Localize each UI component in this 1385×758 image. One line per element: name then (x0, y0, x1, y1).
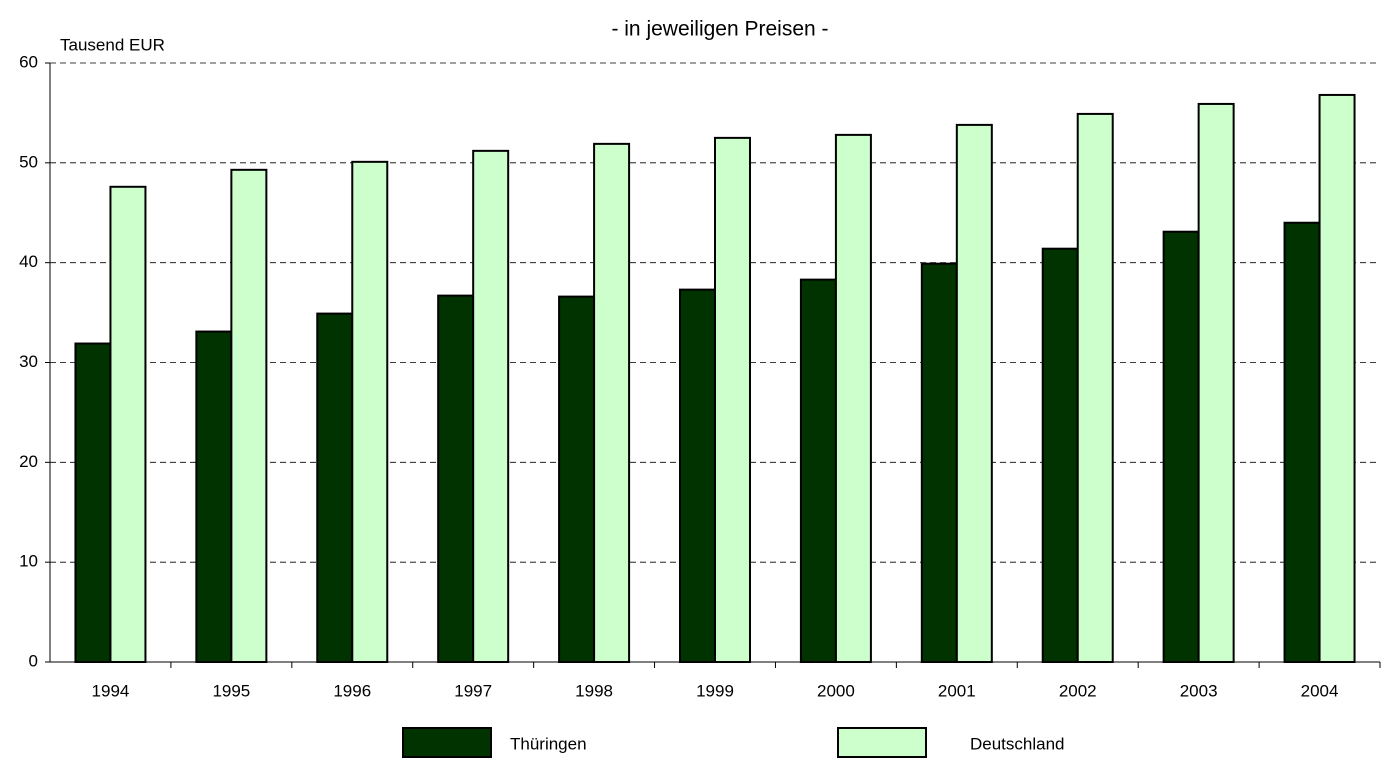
bar (1318, 93, 1356, 664)
x-tick-label: 2001 (938, 681, 976, 700)
y-axis-label: Tausend EUR (60, 35, 165, 54)
bar (109, 185, 147, 663)
bar (955, 123, 993, 663)
bar (679, 288, 716, 663)
x-tick-label: 1996 (333, 681, 371, 700)
bar (1162, 230, 1200, 664)
legend-swatch (837, 727, 927, 758)
x-tick-label: 1998 (575, 681, 613, 700)
legend-label: Deutschland (970, 734, 1065, 753)
x-tick-label: 1994 (92, 681, 130, 700)
x-tick-label: 1997 (454, 681, 492, 700)
bar (472, 149, 510, 663)
bar (351, 160, 389, 664)
y-tick-label: 10 (19, 552, 38, 571)
x-tick-label: 2000 (817, 681, 855, 700)
x-tick-label: 2002 (1059, 681, 1097, 700)
x-tick-label: 1999 (696, 681, 734, 700)
bar (714, 136, 751, 663)
bar (593, 142, 631, 664)
bar (437, 294, 475, 663)
bar (834, 133, 872, 663)
bar (1076, 112, 1114, 664)
y-tick-label: 40 (19, 252, 38, 271)
y-tick-label: 50 (19, 152, 38, 171)
legend-label: Thüringen (510, 734, 587, 753)
bar (230, 168, 268, 664)
bar (1283, 221, 1321, 663)
y-tick-label: 30 (19, 352, 38, 371)
bar (558, 295, 596, 663)
legend-swatch (402, 727, 492, 758)
bar (74, 342, 112, 663)
chart-title: - in jeweiligen Preisen - (611, 18, 828, 41)
x-tick-label: 1995 (212, 681, 250, 700)
bar (920, 262, 958, 663)
y-tick-label: 60 (19, 52, 38, 71)
y-tick-label: 0 (29, 651, 38, 670)
y-tick-label: 20 (19, 452, 38, 471)
bar (1197, 102, 1235, 664)
bar (316, 312, 354, 663)
bar (799, 278, 837, 663)
x-tick-label: 2004 (1301, 681, 1339, 700)
bar (195, 330, 233, 663)
x-tick-label: 2003 (1180, 681, 1218, 700)
bar (1041, 247, 1079, 663)
